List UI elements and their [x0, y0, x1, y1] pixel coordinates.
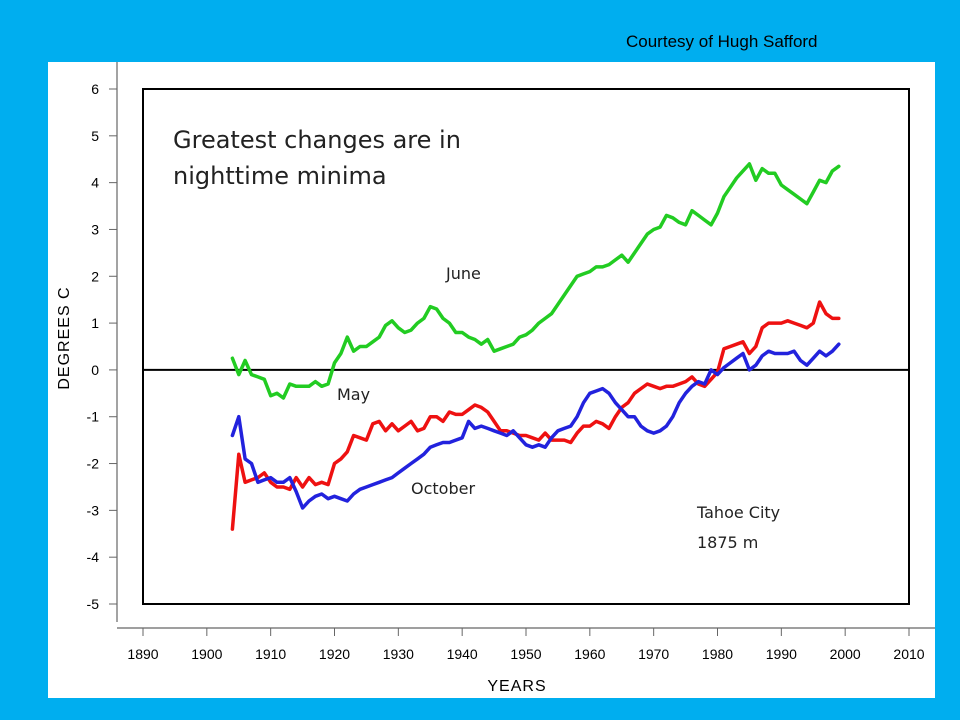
x-tick-label: 1930	[383, 646, 414, 662]
station-name: Tahoe City	[696, 503, 780, 522]
series-label-october: October	[411, 479, 475, 498]
x-axis-title: YEARS	[487, 678, 546, 695]
y-tick-label: 1	[91, 315, 99, 331]
series-label-june: June	[445, 264, 481, 283]
chart-panel: 6 5 4 3 2 1 0 -1 -2 -3 -4 -5 1890 1900 1910 1920 1930 19…	[48, 62, 935, 698]
y-tick-label: 6	[91, 81, 99, 97]
series-label-may: May	[337, 385, 370, 404]
y-tick-label: -4	[87, 549, 100, 565]
x-tick-label: 1960	[574, 646, 605, 662]
x-tick-label: 2010	[893, 646, 924, 662]
y-tick-label: 3	[91, 221, 99, 237]
y-tick-label: -5	[87, 596, 100, 612]
plot-frame	[142, 88, 910, 605]
y-tick-label: -2	[87, 456, 100, 472]
x-tick-label: 2000	[830, 646, 861, 662]
credit-caption: Courtesy of Hugh Safford	[626, 32, 818, 51]
x-axis-ticks: 1890 1900 1910 1920 1930 1940 1950 1960 1970 1980…	[127, 628, 925, 662]
y-tick-label: 0	[91, 362, 99, 378]
headline-line-1: Greatest changes are in	[173, 126, 461, 154]
y-tick-label: 4	[91, 175, 99, 191]
x-tick-label: 1970	[638, 646, 669, 662]
y-axis-title: DEGREES C	[56, 286, 73, 389]
x-tick-label: 1990	[766, 646, 797, 662]
x-tick-label: 1950	[510, 646, 541, 662]
x-tick-label: 1920	[319, 646, 350, 662]
series-line-june	[230, 162, 841, 400]
y-tick-label: -3	[87, 502, 100, 518]
x-tick-label: 1900	[191, 646, 222, 662]
temperature-chart: 6 5 4 3 2 1 0 -1 -2 -3 -4 -5 1890 1900 1910 1920 1930 19…	[56, 62, 935, 695]
x-tick-label: 1910	[255, 646, 286, 662]
x-tick-label: 1940	[447, 646, 478, 662]
headline-line-2: nighttime minima	[173, 162, 387, 190]
y-tick-label: -1	[87, 409, 100, 425]
series-lines	[230, 162, 841, 531]
series-line-october	[230, 342, 841, 510]
y-tick-label: 2	[91, 268, 99, 284]
y-tick-label: 5	[91, 128, 99, 144]
x-tick-label: 1890	[127, 646, 158, 662]
station-elevation: 1875 m	[697, 533, 758, 552]
x-tick-label: 1980	[702, 646, 733, 662]
series-line-may	[230, 300, 841, 531]
y-axis-ticks: 6 5 4 3 2 1 0 -1 -2 -3 -4 -5	[87, 81, 117, 612]
